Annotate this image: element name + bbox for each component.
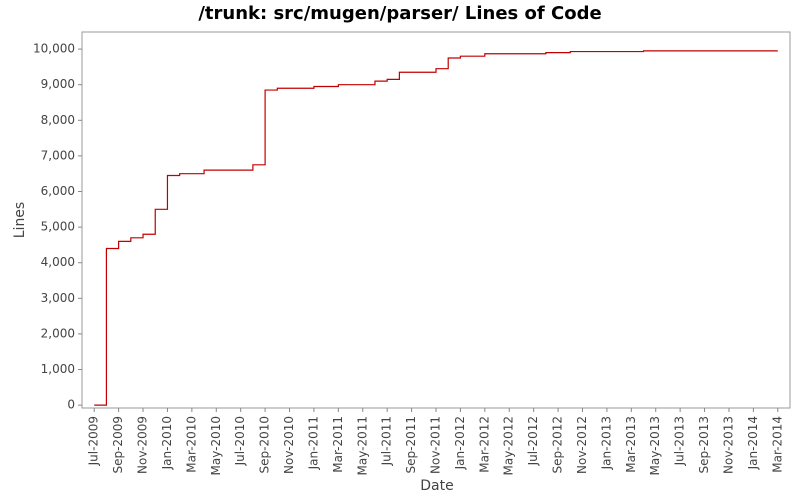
x-tick-label: Jan-2013 — [599, 416, 613, 470]
x-tick-label: Sep-2009 — [111, 416, 125, 474]
x-tick-label: Nov-2009 — [136, 416, 150, 474]
x-tick-label: Jul-2011 — [380, 416, 394, 466]
x-tick-label: Nov-2013 — [721, 416, 735, 474]
y-axis-label: Lines — [12, 202, 28, 238]
x-axis-label: Date — [420, 478, 453, 494]
x-tick-label: Sep-2012 — [551, 416, 565, 474]
y-tick-label: 10,000 — [33, 42, 75, 56]
y-tick-label: 0 — [67, 398, 75, 412]
x-tick-label: Nov-2010 — [282, 416, 296, 474]
y-tick-label: 2,000 — [41, 326, 75, 340]
x-tick-label: Nov-2012 — [575, 416, 589, 474]
x-tick-label: Jul-2010 — [233, 416, 247, 466]
x-tick-label: May-2011 — [355, 416, 369, 475]
x-tick-label: Sep-2011 — [404, 416, 418, 474]
x-tick-label: Jul-2012 — [526, 416, 540, 466]
x-tick-label: May-2013 — [648, 416, 662, 475]
x-tick-label: Mar-2014 — [770, 416, 784, 473]
y-tick-label: 7,000 — [41, 148, 75, 162]
y-tick-label: 4,000 — [41, 255, 75, 269]
x-tick-label: Jan-2014 — [746, 416, 760, 470]
x-tick-label: May-2010 — [209, 416, 223, 475]
chart-title: /trunk: src/mugen/parser/ Lines of Code — [198, 3, 601, 24]
y-tick-label: 3,000 — [41, 291, 75, 305]
x-tick-label: May-2012 — [502, 416, 516, 475]
y-tick-label: 6,000 — [41, 184, 75, 198]
x-tick-label: Jan-2010 — [160, 416, 174, 470]
x-tick-label: Sep-2010 — [258, 416, 272, 474]
x-tick-label: Sep-2013 — [697, 416, 711, 474]
x-tick-label: Mar-2010 — [184, 416, 198, 473]
plot-area — [81, 31, 791, 409]
x-tick-label: Mar-2011 — [331, 416, 345, 473]
y-tick-label: 1,000 — [41, 362, 75, 376]
x-tick-label: Jan-2012 — [453, 416, 467, 470]
x-tick-label: Jul-2009 — [87, 416, 101, 466]
x-tick-label: Nov-2011 — [429, 416, 443, 474]
x-tick-label: Jan-2011 — [306, 416, 320, 470]
x-tick-label: Mar-2013 — [624, 416, 638, 473]
y-tick-label: 5,000 — [41, 220, 75, 234]
x-tick-label: Mar-2012 — [477, 416, 491, 473]
x-tick-label: Jul-2013 — [673, 416, 687, 466]
data-line — [94, 50, 778, 406]
y-tick-label: 9,000 — [41, 77, 75, 91]
y-tick-label: 8,000 — [41, 113, 75, 127]
